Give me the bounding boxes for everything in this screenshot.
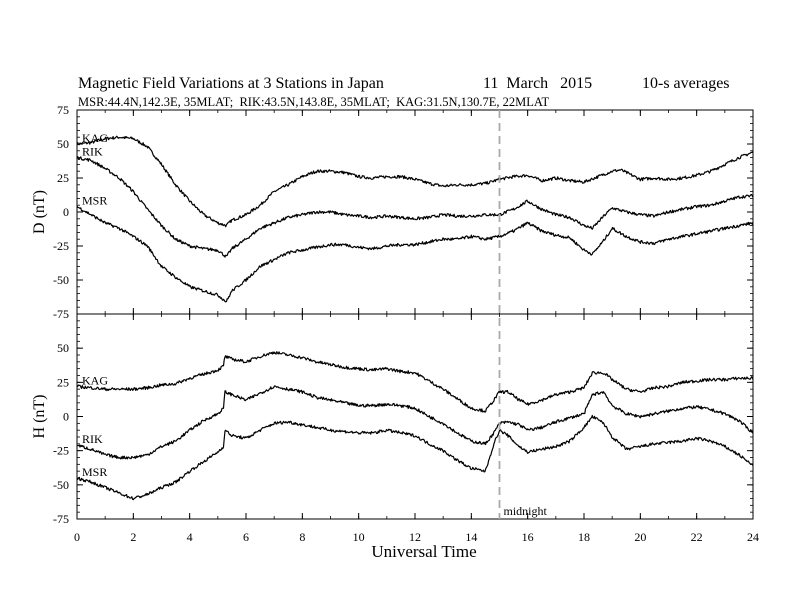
panel-frame <box>76 109 754 315</box>
series-label-msr: MSR <box>82 465 107 479</box>
y-tick-label: -25 <box>53 239 69 253</box>
x-tick-label: 22 <box>691 530 703 544</box>
y-tick-label: -25 <box>53 444 69 458</box>
y-tick-label: -50 <box>53 273 69 287</box>
y-tick-label: -75 <box>53 307 69 321</box>
y-tick-label: 50 <box>57 137 69 151</box>
y-axis-label: H (nT) <box>31 395 48 439</box>
y-tick-label: 0 <box>63 205 69 219</box>
x-tick-label: 8 <box>299 530 305 544</box>
x-tick-label: 4 <box>187 530 193 544</box>
series-line-msr <box>76 205 754 303</box>
series-label-kag: KAG <box>82 373 108 387</box>
x-tick-label: 10 <box>353 530 365 544</box>
series-label-rik: RIK <box>82 432 103 446</box>
x-tick-label: 18 <box>578 530 590 544</box>
chart-averaging: 10-s averages <box>642 75 730 92</box>
y-tick-label: 75 <box>57 103 69 117</box>
series-label-kag: KAG <box>82 131 108 145</box>
x-tick-label: 12 <box>409 530 421 544</box>
y-tick-label: 25 <box>57 171 69 185</box>
series-line-kag <box>76 351 754 413</box>
x-tick-label: 0 <box>74 530 80 544</box>
y-tick-label: 50 <box>57 341 69 355</box>
y-tick-label: 0 <box>63 410 69 424</box>
y-tick-label: -50 <box>53 478 69 492</box>
midnight-marker-label: midnight <box>504 504 548 518</box>
y-tick-label: -75 <box>53 512 69 526</box>
series-line-msr <box>76 414 754 501</box>
panel-frame <box>76 313 754 520</box>
x-tick-label: 14 <box>465 530 477 544</box>
x-axis-label: Universal Time <box>371 542 476 561</box>
series-label-rik: RIK <box>82 145 103 159</box>
x-tick-label: 20 <box>634 530 646 544</box>
x-tick-label: 24 <box>747 530 759 544</box>
series-line-kag <box>76 135 754 228</box>
chart-date: 11 March 2015 <box>483 75 592 92</box>
series-label-msr: MSR <box>82 194 107 208</box>
series-line-rik <box>76 156 754 258</box>
y-tick-label: 25 <box>57 375 69 389</box>
y-axis-label: D (nT) <box>31 190 48 234</box>
series-line-rik <box>76 385 754 460</box>
x-tick-label: 6 <box>243 530 249 544</box>
chart-subtitle: MSR:44.4N,142.3E, 35MLAT; RIK:43.5N,143.… <box>78 95 550 109</box>
chart-title: Magnetic Field Variations at 3 Stations … <box>78 75 384 92</box>
x-tick-label: 16 <box>522 530 534 544</box>
x-tick-label: 2 <box>130 530 136 544</box>
